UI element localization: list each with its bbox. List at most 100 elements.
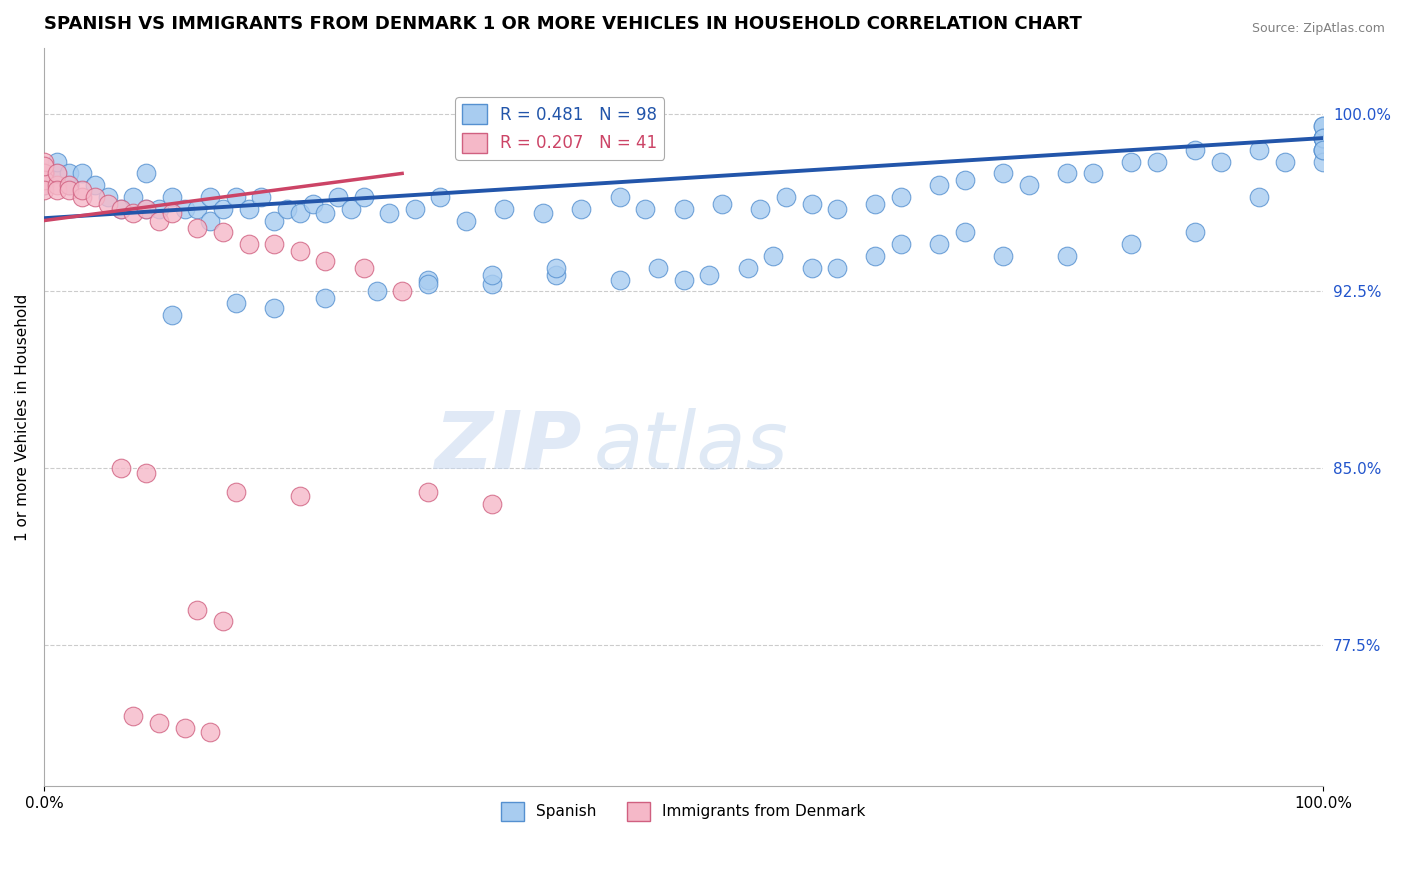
Point bbox=[97, 190, 120, 204]
Point bbox=[301, 197, 323, 211]
Point bbox=[110, 202, 132, 216]
Point bbox=[1056, 249, 1078, 263]
Point bbox=[58, 183, 80, 197]
Point bbox=[148, 202, 170, 216]
Point bbox=[1121, 237, 1143, 252]
Point bbox=[391, 285, 413, 299]
Point bbox=[173, 721, 195, 735]
Point bbox=[672, 202, 695, 216]
Point bbox=[72, 166, 94, 180]
Point bbox=[416, 277, 439, 292]
Point bbox=[993, 166, 1015, 180]
Point bbox=[609, 272, 631, 286]
Point bbox=[481, 268, 503, 282]
Point bbox=[58, 166, 80, 180]
Point bbox=[416, 484, 439, 499]
Point bbox=[58, 178, 80, 193]
Point bbox=[135, 202, 157, 216]
Point bbox=[404, 202, 426, 216]
Point bbox=[45, 154, 67, 169]
Point bbox=[737, 260, 759, 275]
Point bbox=[250, 190, 273, 204]
Point bbox=[416, 272, 439, 286]
Point bbox=[32, 178, 55, 193]
Point bbox=[647, 260, 669, 275]
Point bbox=[314, 206, 336, 220]
Point bbox=[225, 484, 247, 499]
Point bbox=[429, 190, 451, 204]
Point bbox=[1312, 143, 1334, 157]
Point bbox=[865, 249, 887, 263]
Point bbox=[288, 490, 311, 504]
Point bbox=[1121, 154, 1143, 169]
Point bbox=[569, 202, 592, 216]
Point bbox=[340, 202, 363, 216]
Point bbox=[890, 190, 912, 204]
Text: SPANISH VS IMMIGRANTS FROM DENMARK 1 OR MORE VEHICLES IN HOUSEHOLD CORRELATION C: SPANISH VS IMMIGRANTS FROM DENMARK 1 OR … bbox=[44, 15, 1081, 33]
Point bbox=[1146, 154, 1168, 169]
Point bbox=[32, 166, 55, 180]
Point bbox=[225, 190, 247, 204]
Point bbox=[481, 277, 503, 292]
Point bbox=[135, 166, 157, 180]
Point bbox=[328, 190, 350, 204]
Point bbox=[148, 213, 170, 227]
Point bbox=[353, 190, 375, 204]
Point bbox=[84, 178, 107, 193]
Point bbox=[148, 715, 170, 730]
Point bbox=[1312, 131, 1334, 145]
Point bbox=[32, 166, 55, 180]
Point bbox=[32, 159, 55, 173]
Point bbox=[160, 190, 183, 204]
Point bbox=[173, 202, 195, 216]
Point bbox=[1312, 143, 1334, 157]
Point bbox=[531, 206, 554, 220]
Point bbox=[314, 292, 336, 306]
Point bbox=[58, 178, 80, 193]
Point bbox=[953, 173, 976, 187]
Point bbox=[314, 253, 336, 268]
Point bbox=[135, 202, 157, 216]
Point bbox=[32, 166, 55, 180]
Point bbox=[212, 202, 235, 216]
Point bbox=[263, 237, 285, 252]
Point bbox=[122, 206, 145, 220]
Point bbox=[288, 244, 311, 259]
Point bbox=[200, 725, 222, 739]
Point bbox=[263, 301, 285, 315]
Point bbox=[200, 190, 222, 204]
Point bbox=[97, 197, 120, 211]
Point bbox=[135, 466, 157, 480]
Point bbox=[1249, 190, 1271, 204]
Point bbox=[749, 202, 772, 216]
Point bbox=[186, 220, 208, 235]
Point bbox=[276, 202, 298, 216]
Point bbox=[110, 461, 132, 475]
Point bbox=[1312, 143, 1334, 157]
Point bbox=[32, 178, 55, 193]
Point bbox=[1312, 154, 1334, 169]
Point bbox=[928, 237, 950, 252]
Point bbox=[800, 197, 823, 211]
Point bbox=[72, 190, 94, 204]
Point bbox=[1184, 225, 1206, 239]
Point bbox=[32, 173, 55, 187]
Point bbox=[1312, 120, 1334, 134]
Point bbox=[1312, 131, 1334, 145]
Point bbox=[1312, 131, 1334, 145]
Point bbox=[353, 260, 375, 275]
Point bbox=[378, 206, 401, 220]
Point bbox=[481, 496, 503, 510]
Point bbox=[212, 615, 235, 629]
Point bbox=[634, 202, 657, 216]
Point bbox=[672, 272, 695, 286]
Point bbox=[110, 202, 132, 216]
Point bbox=[865, 197, 887, 211]
Point bbox=[1209, 154, 1232, 169]
Point bbox=[1056, 166, 1078, 180]
Point bbox=[993, 249, 1015, 263]
Point bbox=[45, 183, 67, 197]
Point bbox=[953, 225, 976, 239]
Text: Source: ZipAtlas.com: Source: ZipAtlas.com bbox=[1251, 22, 1385, 36]
Point bbox=[544, 268, 567, 282]
